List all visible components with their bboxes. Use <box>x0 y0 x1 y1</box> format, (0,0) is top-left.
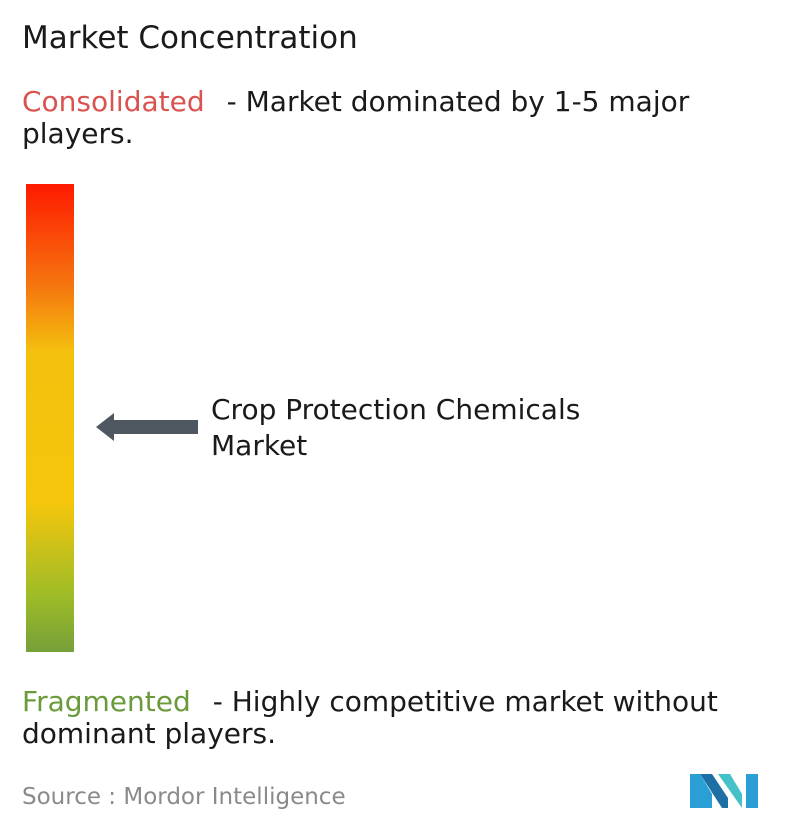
consolidated-description: - Market dominated by 1-5 major players. <box>22 85 690 150</box>
left-arrow-icon <box>96 413 198 441</box>
mordor-intelligence-logo <box>690 774 758 808</box>
fragmented-legend: Fragmented - Highly competitive market wi… <box>22 686 792 750</box>
concentration-gradient-bar <box>26 184 74 652</box>
fragmented-description: - Highly competitive market without domi… <box>22 685 718 750</box>
page-title: Market Concentration <box>22 20 358 56</box>
source-text: Source : Mordor Intelligence <box>22 784 346 810</box>
consolidated-term: Consolidated <box>22 85 205 118</box>
fragmented-term: Fragmented <box>22 685 191 718</box>
market-label: Crop Protection Chemicals Market <box>211 393 581 462</box>
consolidated-legend: Consolidated - Market dominated by 1-5 ma… <box>22 86 792 150</box>
